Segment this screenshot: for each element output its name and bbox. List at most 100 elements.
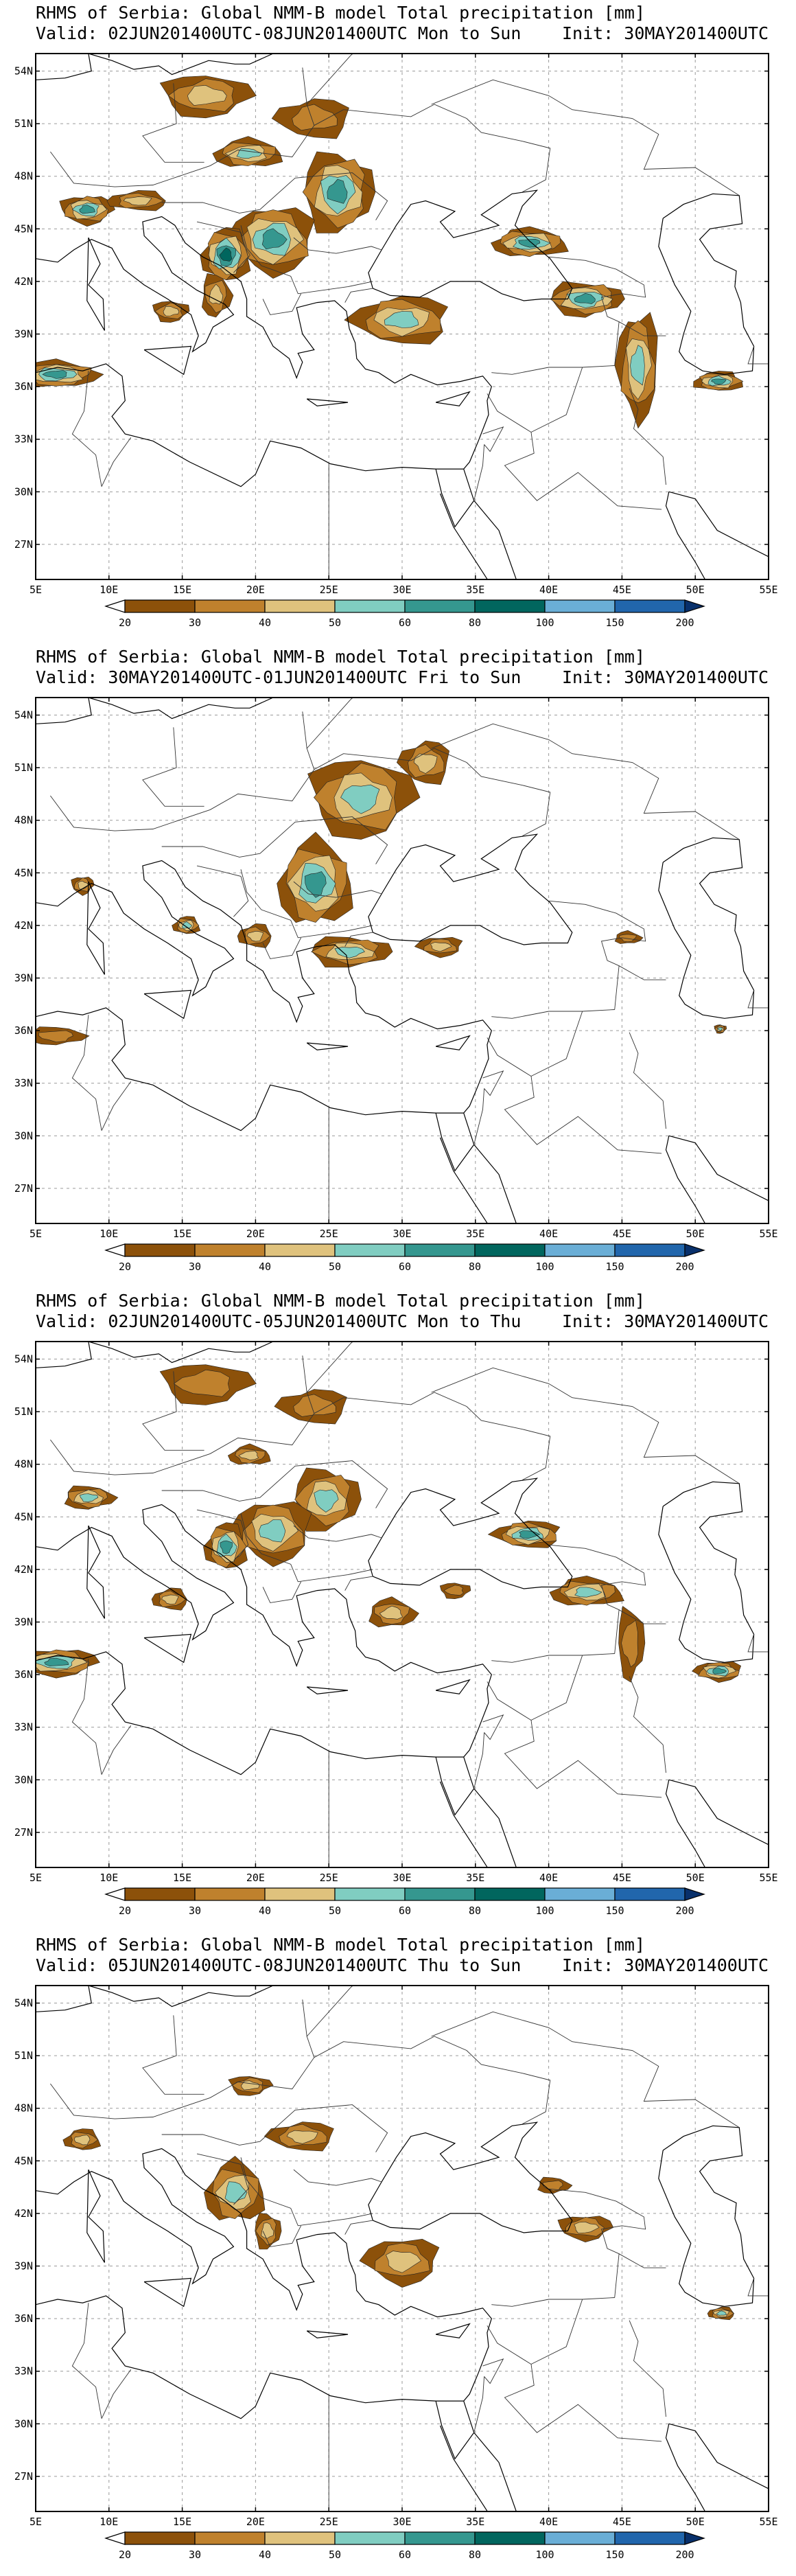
lat-label: 39N xyxy=(14,972,33,985)
precip-area xyxy=(264,2121,334,2152)
lon-label: 45E xyxy=(613,1872,631,1884)
map-area xyxy=(36,698,769,1223)
legend-swatch xyxy=(404,2531,476,2545)
legend-swatch xyxy=(474,2531,546,2545)
country-border xyxy=(747,346,769,365)
coastline xyxy=(439,2425,489,2511)
legend-label: 100 xyxy=(535,2549,554,2561)
legend-label: 200 xyxy=(675,1905,694,1917)
coastline xyxy=(36,54,274,80)
lon-label: 30E xyxy=(393,584,411,596)
panel-mon-thu: RHMS of Serbia: Global NMM-B model Total… xyxy=(0,1288,796,1932)
country-border xyxy=(314,748,551,837)
lon-label: 20E xyxy=(246,2516,265,2528)
lon-label: 55E xyxy=(759,1872,777,1884)
country-border xyxy=(344,288,373,303)
lon-label: 25E xyxy=(320,2516,338,2528)
precip-area xyxy=(59,196,115,227)
precip-contour xyxy=(712,1668,727,1675)
lat-label: 51N xyxy=(14,761,33,774)
lon-label: 5E xyxy=(30,584,42,596)
coastline xyxy=(143,1633,192,1664)
coastline xyxy=(668,1135,769,1201)
precip-contour xyxy=(258,1519,286,1543)
country-border xyxy=(240,1513,373,1583)
legend-label: 50 xyxy=(329,1261,341,1273)
precip-contour xyxy=(286,2130,318,2144)
precip-area xyxy=(557,2216,614,2243)
country-border xyxy=(629,1676,666,1773)
legend-swatch xyxy=(124,1243,196,1257)
legend-swatch xyxy=(474,1887,546,1901)
legend-swatch xyxy=(264,2531,336,2545)
lat-label: 39N xyxy=(14,328,33,341)
coastline xyxy=(435,1679,471,1694)
panel-thu-sun: RHMS of Serbia: Global NMM-B model Total… xyxy=(0,1932,796,2576)
precip-area xyxy=(714,1024,727,1034)
legend-swatch xyxy=(334,1887,406,1901)
country-border xyxy=(473,1088,485,1145)
lon-label: 55E xyxy=(759,2516,777,2528)
country-border xyxy=(482,1714,504,1740)
lon-label: 35E xyxy=(466,1872,484,1884)
country-border xyxy=(314,1392,551,1481)
lat-label: 27N xyxy=(14,538,33,551)
legend-swatch xyxy=(404,1887,476,1901)
precip-area xyxy=(549,1575,624,1606)
country-border xyxy=(548,900,646,1010)
lat-label: 39N xyxy=(14,1616,33,1629)
legend-swatch xyxy=(544,599,616,613)
country-border xyxy=(50,67,315,187)
coastline xyxy=(658,1481,755,1663)
valid-period: Valid: 02JUN201400UTC-05JUN201400UTC Mon… xyxy=(36,1311,522,1331)
country-border xyxy=(142,2015,204,2095)
country-border xyxy=(431,723,740,840)
legend-label: 50 xyxy=(329,1905,341,1917)
precip-area xyxy=(274,1389,347,1425)
coastline xyxy=(473,2432,517,2511)
precip-contour xyxy=(574,1587,602,1598)
country-border xyxy=(491,365,615,375)
precip-area xyxy=(237,923,272,948)
lon-label: 20E xyxy=(246,1872,265,1884)
coastline xyxy=(435,391,471,406)
country-border xyxy=(50,1355,315,1475)
legend-label: 40 xyxy=(259,1261,271,1273)
legend-label: 150 xyxy=(605,1261,624,1273)
coastline xyxy=(306,1686,349,1694)
lat-label: 42N xyxy=(14,2207,33,2220)
country-border xyxy=(482,426,504,452)
country-border xyxy=(101,2369,132,2419)
legend-swatch xyxy=(614,1887,686,1901)
precip-area xyxy=(271,98,349,139)
coastline xyxy=(368,1477,573,1589)
valid-period: Valid: 30MAY201400UTC-01JUN201400UTC Fri… xyxy=(36,667,522,687)
precip-contour xyxy=(621,1620,638,1668)
legend-label: 100 xyxy=(535,1261,554,1273)
precip-area xyxy=(618,1605,646,1683)
country-border xyxy=(196,221,249,273)
precip-contour xyxy=(574,292,596,304)
lat-label: 51N xyxy=(14,117,33,130)
country-border xyxy=(431,2011,740,2128)
country-border xyxy=(306,55,351,105)
country-border xyxy=(262,1581,302,1603)
precip-contour xyxy=(219,247,233,262)
lon-label: 50E xyxy=(686,1872,705,1884)
legend-label: 40 xyxy=(259,1905,271,1917)
legend-label: 30 xyxy=(189,1905,201,1917)
coastline xyxy=(435,1035,471,1050)
legend-swatch xyxy=(334,599,406,613)
country-border xyxy=(618,2253,666,2268)
legend-swatch xyxy=(334,2531,406,2545)
lat-label: 45N xyxy=(14,222,33,235)
lon-label: 15E xyxy=(173,1228,191,1240)
precip-contour xyxy=(261,228,288,250)
coastline xyxy=(306,2330,349,2338)
precip-contour xyxy=(619,934,637,943)
country-border xyxy=(71,2303,102,2419)
valid-period: Valid: 02JUN201400UTC-08JUN201400UTC Mon… xyxy=(36,23,522,43)
map-area xyxy=(36,1342,769,1867)
legend-swatch xyxy=(474,1243,546,1257)
country-border xyxy=(491,1009,615,1019)
